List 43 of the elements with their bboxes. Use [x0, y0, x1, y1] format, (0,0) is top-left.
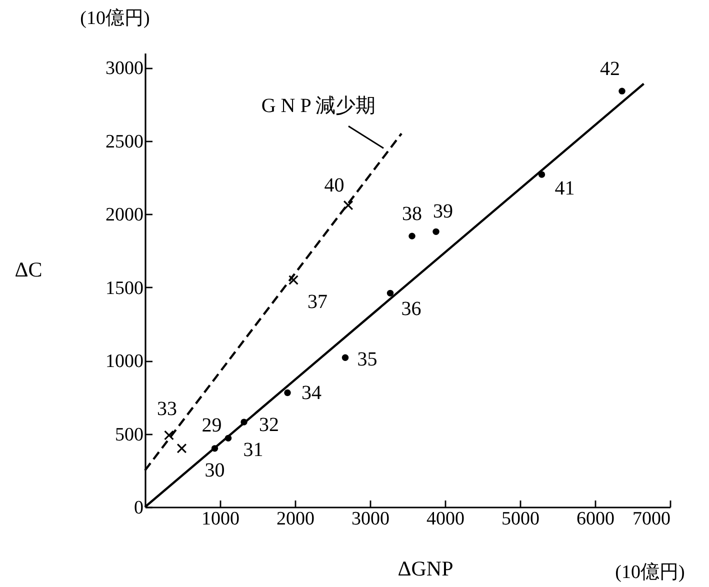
annotation: 42: [600, 58, 620, 80]
annotation: 31: [243, 439, 264, 462]
annotation: 29: [202, 414, 222, 436]
annotation: 32: [259, 414, 279, 436]
y-tick-label: 3000: [106, 58, 144, 80]
annotation: G N P 減少期: [261, 95, 376, 118]
y-tick-label: 500: [115, 424, 144, 446]
x-tick-label: 1000: [202, 508, 240, 530]
y-tick-label: 2000: [106, 204, 144, 226]
point: [386, 290, 394, 297]
point: [284, 389, 291, 396]
annotation: 36: [401, 298, 422, 320]
annotation: 39: [433, 200, 453, 223]
y-tick-label: 1500: [106, 278, 144, 299]
point: [432, 228, 440, 236]
y-axis-title: ΔC: [14, 258, 42, 282]
x-tick-label: 7000: [632, 508, 670, 530]
annotation: 37: [308, 291, 328, 313]
x-tick-label: 3000: [352, 508, 390, 530]
text: (10億円): [80, 8, 150, 29]
x-tick-label: 2000: [276, 508, 314, 530]
point: [288, 275, 298, 285]
y-tick-label: 1000: [106, 351, 144, 372]
x-axis-title: ΔGNP: [398, 556, 454, 580]
point: [618, 88, 626, 94]
x-tick-label: 5000: [502, 508, 540, 530]
annotation: 41: [554, 178, 575, 200]
y-tick-label: 0: [134, 498, 144, 518]
point: [343, 200, 354, 210]
point: [176, 443, 187, 454]
text: (10億円): [615, 562, 685, 583]
x-tick-label: 6000: [576, 508, 614, 530]
point: [342, 354, 349, 361]
annotation: 30: [204, 459, 225, 482]
y-tick-label: 2500: [106, 131, 144, 152]
point: [408, 232, 416, 240]
annotation: 34: [302, 382, 322, 404]
annotation: 40: [324, 174, 344, 196]
x-tick-label: 4000: [426, 508, 464, 530]
annotation: 38: [402, 203, 422, 226]
annotation: 33: [157, 398, 177, 420]
point: [164, 430, 174, 440]
annotation: 35: [357, 348, 378, 371]
